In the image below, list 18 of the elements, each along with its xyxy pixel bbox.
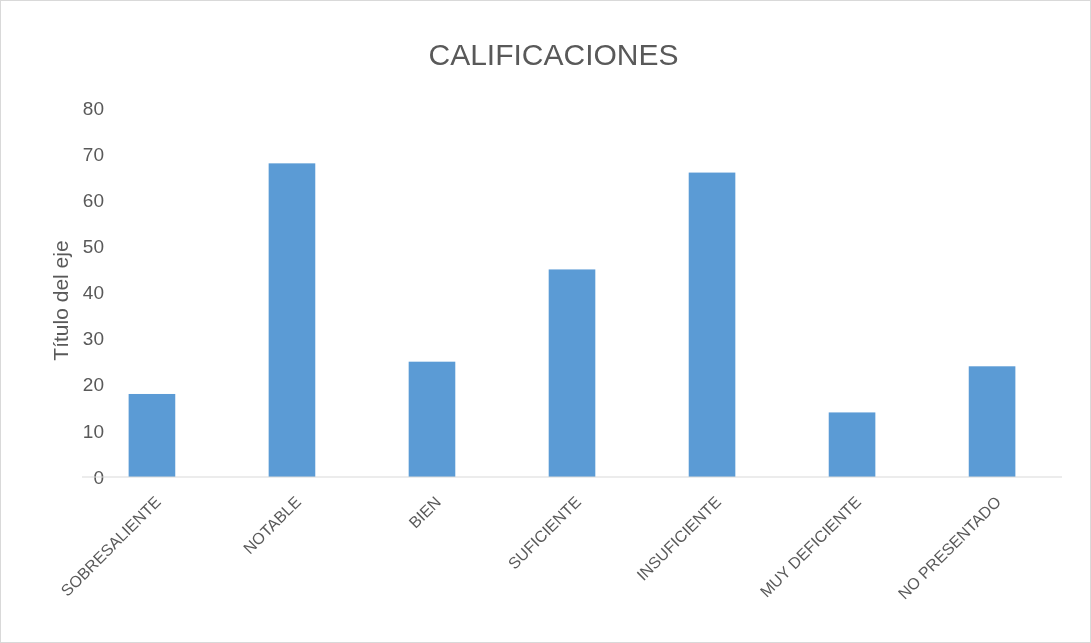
y-tick-label: 0 (93, 466, 104, 488)
bar (408, 361, 456, 477)
y-tick-label: 20 (82, 374, 104, 396)
bar (968, 366, 1016, 477)
y-tick-label: 40 (82, 282, 104, 304)
bar (128, 393, 176, 477)
bar (268, 163, 316, 477)
y-tick-label: 60 (82, 189, 104, 211)
y-axis-title: Título del eje (49, 240, 72, 361)
bar (688, 172, 736, 477)
y-tick-label: 50 (82, 236, 104, 258)
y-tick-label: 70 (82, 143, 104, 165)
bar (548, 269, 596, 477)
y-tick-label: 30 (82, 328, 104, 350)
bar (828, 412, 876, 477)
chart-title: CALIFICACIONES (428, 38, 679, 71)
y-tick-label: 80 (82, 97, 104, 119)
y-tick-label: 10 (82, 420, 104, 442)
